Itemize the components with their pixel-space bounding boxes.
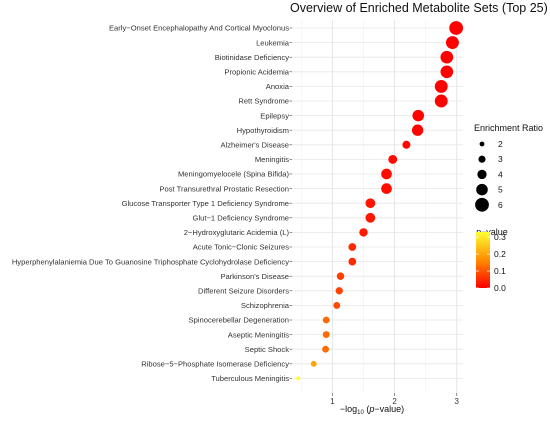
data-point [381,183,392,194]
category-label: Post Transurethral Prostatic Resection [159,184,289,193]
color-legend-label: 0.2 [494,249,506,259]
color-legend-label: 0.1 [494,266,506,276]
category-label: Schizophrenia [241,301,290,310]
size-legend-dot [476,183,488,196]
data-points [296,21,464,381]
color-legend-label: 0.0 [494,283,506,293]
size-legend-label: 6 [498,200,503,210]
category-label: Different Seizure Disorders [198,287,289,296]
data-point [333,301,341,309]
data-point [365,198,376,209]
data-point [310,360,317,367]
size-legend-dot [478,155,486,163]
category-label: Hyperphenylalaniemia Due To Guanosine Tr… [12,257,289,266]
category-label: Tuberculous Meningitis [211,374,289,383]
size-legend-label: 5 [498,185,503,195]
category-label: Early−Onset Encephalopathy And Cortical … [109,24,289,33]
category-label: Propionic Acidemia [224,68,289,77]
color-legend-label: 0.3 [494,232,506,242]
data-point [322,316,330,324]
data-point [348,243,357,251]
data-point [381,168,392,180]
size-legend: Enrichment Ratio 2 3 4 5 6 [474,123,543,212]
category-label: Glut−1 Deficiency Syndrome [193,214,289,223]
category-label: 2−Hydroxyglutaric Acidemia (L) [184,228,290,237]
data-point [449,21,464,35]
color-legend: p−value 0.30.20.10.0 [475,227,508,293]
data-point [322,331,330,339]
size-legend-label: 3 [498,154,503,164]
chart-title: Overview of Enriched Metabolite Sets (To… [290,1,548,15]
data-point [411,124,424,136]
size-legend-dot [479,141,485,147]
category-label: Epilepsy [260,111,289,120]
x-axis-ticks: 1 2 3 [330,393,460,406]
category-label: Ribose−5−Phosphate Isomerase Deficiency [141,360,289,369]
data-point [296,376,301,381]
x-tick-label: 3 [455,397,460,406]
color-bar [476,232,490,288]
data-point [348,257,357,266]
data-point [388,154,398,164]
category-label: Hypothyroidism [237,126,289,135]
data-point [440,65,454,79]
category-label: Rett Syndrome [238,97,289,106]
data-point [434,79,448,93]
category-label: Acute Tonic−Clonic Seizures [193,243,290,252]
data-point [336,272,345,280]
data-point [335,287,343,295]
x-axis-label: −log10 (p−value) [340,404,404,416]
x-tick-label: 1 [330,397,335,406]
data-point [402,140,411,149]
category-label: Anoxia [266,82,290,91]
size-legend-label: 2 [498,139,503,149]
size-legend-dot [475,197,489,212]
data-point [365,212,376,223]
data-point [412,109,425,122]
grid-lines [292,20,463,393]
data-point [445,36,459,50]
size-legend-title: Enrichment Ratio [474,123,543,133]
category-label: Leukemia [256,38,290,47]
category-label: Biotinidase Deficiency [215,53,289,62]
x-tick-label: 2 [392,397,397,406]
category-label: Glucose Transporter Type 1 Deficiency Sy… [122,199,289,208]
size-legend-dot [477,169,487,180]
size-legend-label: 4 [498,169,503,179]
category-label: Aseptic Meningitis [228,330,289,339]
category-label: Parkinson's Disease [220,272,289,281]
category-label: Meningomyelocele (Spina Bifida) [178,170,289,179]
data-point [440,50,454,64]
category-label: Meningitis [255,155,289,164]
category-label: Alzheimer's Disease [220,141,289,150]
category-label: Septic Shock [245,345,290,354]
plot-panel [292,20,463,393]
data-point [359,228,368,237]
data-point [434,94,448,108]
data-point [322,345,330,353]
category-labels: Early−Onset Encephalopathy And Cortical … [12,24,292,383]
category-label: Spinocerebellar Degeneration [189,316,289,325]
